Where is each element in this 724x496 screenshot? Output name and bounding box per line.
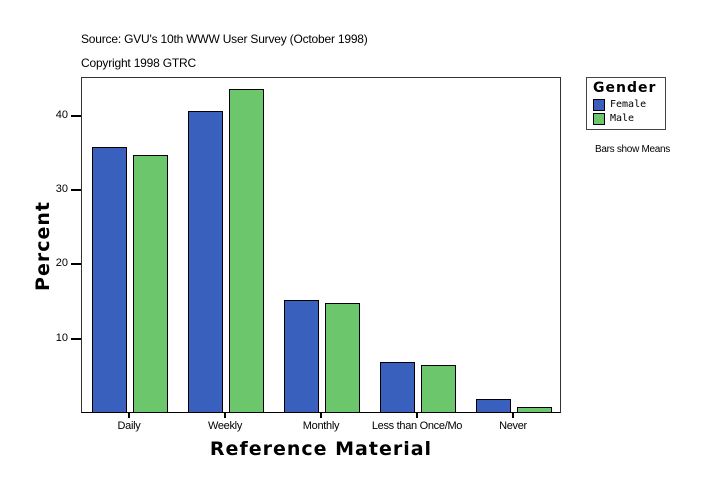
bar-male-weekly [229,89,264,412]
bar-female-monthly [284,300,319,412]
y-tick-label: 30 [55,183,68,196]
bars-note: Bars show Means [595,144,670,155]
x-tick [512,413,514,418]
x-tick-label: Daily [117,420,141,432]
source-caption: Source: GVU's 10th WWW User Survey (Octo… [81,32,368,46]
bar-female-weekly [188,111,223,412]
x-tick-label: Less than Once/Mo [371,420,463,432]
legend-title: Gender [593,80,657,96]
legend-label-female: Female [610,99,647,110]
x-tick-label: Monthly [302,420,340,432]
plot-area [81,77,561,413]
y-tick [71,189,81,192]
y-tick-label: 10 [55,331,68,344]
y-tick [71,337,81,340]
legend-swatch-male [593,113,605,125]
y-tick [71,114,81,117]
bar-male-daily [133,155,168,412]
y-tick-label: 40 [55,108,68,121]
x-axis-title: Reference Material [209,438,433,460]
bar-male-less-than-once-mo [421,365,456,412]
x-tick [224,413,226,418]
x-tick-label: Never [499,420,527,432]
legend-swatch-female [593,99,605,111]
x-tick [128,413,130,418]
x-tick [320,413,322,418]
bar-female-daily [92,147,127,412]
bar-male-monthly [325,303,360,412]
y-axis-title: Percent [32,201,54,291]
legend: Gender Female Male [586,77,666,130]
bar-female-less-than-once-mo [380,362,415,412]
y-tick [71,263,81,266]
bar-female-never [476,399,511,412]
x-tick [416,413,418,418]
bar-male-never [517,407,552,412]
y-tick-label: 20 [55,257,68,270]
legend-label-male: Male [610,113,635,124]
x-tick-label: Weekly [207,420,243,432]
copyright-caption: Copyright 1998 GTRC [81,56,196,70]
